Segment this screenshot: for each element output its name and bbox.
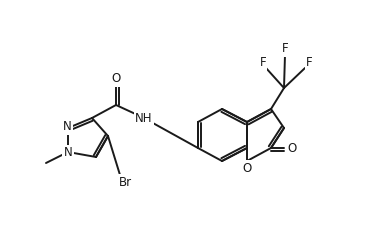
Text: Br: Br [118,175,132,189]
Text: F: F [282,42,288,55]
Text: O: O [287,142,297,154]
Text: NH: NH [135,112,153,124]
Text: N: N [63,121,71,133]
Text: F: F [306,57,312,70]
Text: O: O [242,162,252,174]
Text: N: N [64,146,73,160]
Text: F: F [260,57,266,70]
Text: O: O [111,72,121,85]
